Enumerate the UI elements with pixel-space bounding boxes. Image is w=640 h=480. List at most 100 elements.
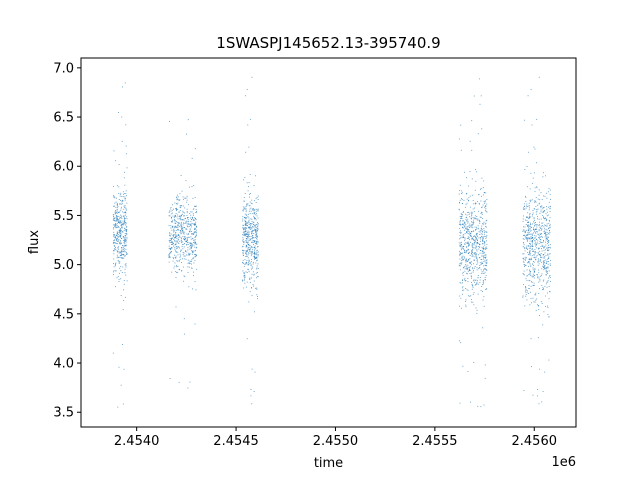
data-point — [249, 118, 251, 120]
data-point — [461, 262, 463, 264]
data-point — [186, 251, 188, 253]
data-point — [255, 202, 257, 204]
data-point — [547, 281, 549, 283]
data-point — [529, 243, 531, 245]
data-point — [178, 260, 180, 262]
data-point — [479, 279, 481, 281]
data-point — [169, 238, 171, 239]
data-point — [242, 279, 244, 281]
data-point — [249, 235, 251, 237]
data-point — [539, 224, 540, 226]
data-point — [195, 217, 196, 219]
data-point — [248, 260, 250, 262]
data-point — [471, 256, 473, 258]
data-point — [242, 262, 244, 264]
data-point — [467, 233, 469, 235]
data-point — [484, 200, 486, 202]
data-point — [534, 187, 536, 189]
data-point — [113, 216, 115, 218]
data-point — [254, 371, 256, 373]
data-point — [539, 238, 541, 240]
data-point — [248, 246, 250, 248]
data-point — [460, 224, 462, 226]
data-point — [255, 219, 257, 221]
data-point — [246, 256, 248, 257]
data-point — [189, 381, 191, 383]
data-point — [175, 257, 177, 259]
data-point — [123, 239, 125, 241]
data-point — [472, 239, 474, 240]
data-point — [196, 268, 198, 270]
data-point — [180, 215, 182, 217]
data-point — [114, 237, 116, 239]
data-point — [525, 258, 527, 260]
data-point — [182, 213, 184, 215]
data-point — [174, 230, 176, 232]
data-point — [251, 238, 253, 239]
data-point — [460, 260, 462, 262]
data-point — [118, 227, 120, 229]
data-point — [244, 227, 245, 229]
data-point — [467, 250, 469, 252]
data-point — [475, 307, 477, 309]
data-point — [242, 218, 244, 220]
data-point — [475, 237, 477, 239]
data-point — [529, 225, 531, 227]
data-point — [113, 250, 115, 251]
data-point — [471, 224, 473, 226]
data-point — [254, 218, 256, 219]
data-point — [532, 233, 533, 235]
data-point — [194, 231, 196, 233]
data-point — [541, 244, 543, 246]
data-point — [543, 257, 545, 259]
data-point — [118, 231, 120, 233]
data-point — [126, 252, 128, 254]
data-point — [180, 251, 182, 253]
data-point — [122, 222, 124, 224]
data-point — [459, 305, 460, 307]
data-point — [118, 225, 119, 227]
data-point — [537, 259, 539, 261]
data-point — [185, 228, 187, 230]
data-point — [472, 227, 474, 229]
data-point — [113, 150, 115, 152]
data-point — [177, 235, 179, 236]
data-point — [472, 271, 474, 273]
data-point — [252, 230, 254, 232]
data-point — [174, 257, 176, 259]
data-point — [119, 243, 121, 245]
data-point — [530, 172, 532, 174]
data-point — [113, 266, 115, 268]
data-point — [481, 128, 483, 130]
data-point — [257, 246, 259, 248]
data-point — [245, 262, 247, 264]
data-point — [538, 292, 540, 294]
data-point — [459, 251, 461, 253]
data-point — [534, 271, 536, 273]
data-point — [177, 214, 179, 216]
data-point — [531, 215, 533, 217]
data-point — [472, 246, 474, 248]
data-point — [476, 226, 477, 228]
data-point — [113, 214, 115, 215]
data-point — [550, 247, 551, 249]
data-point — [538, 237, 540, 239]
data-point — [466, 246, 468, 248]
data-point — [175, 242, 177, 244]
data-point — [460, 244, 462, 246]
data-point — [540, 261, 542, 263]
data-point — [256, 265, 258, 267]
data-point — [191, 219, 192, 221]
data-point — [465, 259, 467, 261]
data-point — [189, 228, 191, 230]
data-point — [460, 297, 462, 299]
data-point — [543, 247, 545, 249]
data-point — [479, 203, 480, 205]
data-point — [463, 251, 465, 253]
data-point — [548, 257, 550, 259]
data-point — [185, 238, 186, 240]
data-point — [534, 268, 536, 270]
data-point — [184, 197, 186, 199]
data-point — [528, 237, 530, 239]
data-point — [254, 253, 256, 254]
